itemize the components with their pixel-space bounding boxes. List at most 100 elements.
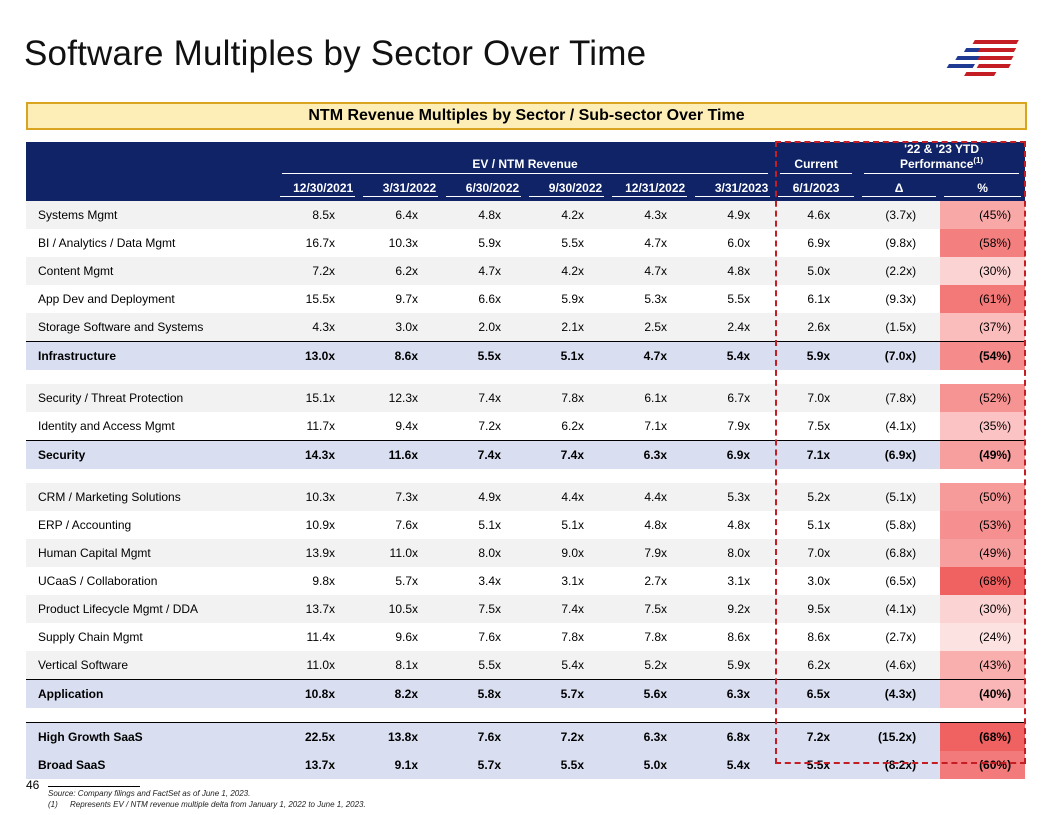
col-date-1: 12/30/2021 [279, 181, 356, 197]
table-row: Product Lifecycle Mgmt / DDA 13.7x 10.5x 7.… [26, 595, 1026, 623]
multiple-cell: 4.7x [644, 236, 667, 250]
pct-change-cell: (49%) [940, 440, 1026, 469]
multiple-cell: 5.8x [442, 679, 525, 708]
multiple-cell: 2.0x [442, 313, 525, 342]
multiple-cell: 4.8x [644, 518, 667, 532]
current-multiple-cell: 9.5x [774, 595, 859, 623]
header-ev-ntm-revenue: EV / NTM Revenue [282, 157, 769, 174]
multiple-cell: 4.9x [691, 201, 775, 229]
multiple-cell: 5.9x [478, 236, 501, 250]
total-row: High Growth SaaS 22.5x 13.8x 7.6x 7.2x 6.3x 6.… [26, 722, 1026, 751]
multiple-cell: 3.1x [561, 574, 584, 588]
multiple-cell: 11.7x [306, 419, 335, 433]
table-row: Security / Threat Protection 15.1x 12.3x 7.… [26, 384, 1026, 412]
multiple-cell: 7.4x [442, 440, 525, 469]
multiple-cell: 15.5x [305, 292, 335, 306]
spacer-row [26, 469, 1026, 483]
current-multiple-cell: 5.1x [807, 518, 831, 532]
multiple-cell: 5.4x [691, 341, 775, 370]
delta-cell: (15.2x) [858, 722, 941, 751]
current-multiple-cell: 6.2x [774, 651, 859, 680]
footnote-source: Source: Company filings and FactSet as o… [48, 789, 251, 798]
multiple-cell: 5.1x [478, 518, 501, 532]
multiple-cell: 9.2x [691, 595, 775, 623]
row-label: Storage Software and Systems [26, 313, 276, 342]
total-row: Application 10.8x 8.2x 5.8x 5.7x 5.6x 6.3x 6.5x… [26, 679, 1026, 708]
row-label: Content Mgmt [26, 257, 276, 285]
multiple-cell: 8.0x [691, 539, 775, 567]
header-current: Current [780, 157, 853, 174]
current-multiple-cell: 5.0x [774, 257, 859, 285]
current-multiple-cell: 7.0x [774, 384, 859, 412]
multiple-cell: 22.5x [276, 722, 359, 751]
footnote-1: (1) Represents EV / NTM revenue multiple … [48, 800, 366, 809]
delta-cell: (3.7x) [858, 201, 941, 229]
multiple-cell: 7.4x [442, 384, 525, 412]
table-body: Systems Mgmt 8.5x 6.4x 4.8x 4.2x 4.3x 4.9x 4.6x… [26, 201, 1026, 779]
multiple-cell: 15.1x [276, 384, 359, 412]
multiple-cell: 11.4x [306, 630, 335, 644]
multiple-cell: 11.0x [359, 539, 442, 567]
pct-change-cell: (52%) [940, 384, 1026, 412]
multiple-cell: 10.3x [388, 236, 418, 250]
delta-cell: (6.8x) [858, 539, 941, 567]
current-multiple-cell: 3.0x [807, 574, 831, 588]
multiple-cell: 4.2x [525, 257, 608, 285]
current-multiple-cell: 5.2x [774, 483, 859, 511]
multiple-cell: 4.2x [525, 201, 608, 229]
multiple-cell: 13.7x [276, 595, 359, 623]
row-label: Human Capital Mgmt [26, 539, 276, 567]
col-date-3: 6/30/2022 [445, 181, 522, 197]
multiple-cell: 16.7x [305, 236, 335, 250]
current-multiple-cell: 7.2x [774, 722, 859, 751]
multiple-cell: 7.6x [478, 630, 501, 644]
table-row: BI / Analytics / Data Mgmt 16.7x 10.3x 5.9x… [26, 229, 1026, 257]
page-title: Software Multiples by Sector Over Time [24, 34, 647, 73]
header-group-row: EV / NTM Revenue Current '22 & '23 YTD P… [26, 142, 1026, 176]
multiple-cell: 14.3x [276, 440, 359, 469]
pct-change-cell: (49%) [940, 539, 1026, 567]
multiple-cell: 9.7x [395, 292, 418, 306]
row-label: Application [26, 679, 276, 708]
table-row: ERP / Accounting 10.9x 7.6x 5.1x 5.1x 4.8x 4.8… [26, 511, 1026, 539]
multiple-cell: 5.3x [691, 483, 775, 511]
row-label: Broad SaaS [26, 751, 276, 779]
multiple-cell: 2.1x [525, 313, 608, 342]
pct-change-cell: (24%) [940, 623, 1026, 651]
multiple-cell: 9.1x [359, 751, 442, 779]
multiple-cell: 12.3x [359, 384, 442, 412]
table-row: UCaaS / Collaboration 9.8x 5.7x 3.4x 3.1x 2.7… [26, 567, 1026, 595]
multiple-cell: 6.1x [608, 384, 691, 412]
total-row: Security 14.3x 11.6x 7.4x 7.4x 6.3x 6.9x 7.1x (6… [26, 440, 1026, 469]
current-multiple-cell: 7.0x [774, 539, 859, 567]
multiple-cell: 4.8x [727, 518, 751, 532]
col-date-4: 9/30/2022 [528, 181, 605, 197]
page-number: 46 [26, 778, 40, 792]
current-multiple-cell: 7.5x [807, 419, 831, 433]
multiple-cell: 5.7x [525, 679, 608, 708]
table-banner: NTM Revenue Multiples by Sector / Sub-se… [26, 102, 1027, 130]
col-delta: Δ [861, 181, 937, 197]
delta-cell: (9.8x) [885, 236, 917, 250]
multiple-cell: 8.1x [359, 651, 442, 680]
spacer-row [26, 370, 1026, 384]
pct-change-cell: (30%) [940, 595, 1026, 623]
multiple-cell: 10.5x [359, 595, 442, 623]
delta-cell: (7.8x) [858, 384, 941, 412]
table-row: Vertical Software 11.0x 8.1x 5.5x 5.4x 5.2x 5.… [26, 651, 1026, 680]
multiple-cell: 7.6x [395, 518, 418, 532]
pct-change-cell: (61%) [940, 285, 1026, 313]
multiple-cell: 5.5x [442, 341, 525, 370]
pct-change-cell: (60%) [940, 751, 1026, 779]
row-label: Vertical Software [26, 651, 276, 680]
multiple-cell: 11.0x [276, 651, 359, 680]
multiple-cell: 7.4x [525, 440, 608, 469]
table-row: Content Mgmt 7.2x 6.2x 4.7x 4.2x 4.7x 4.8x 5.0x… [26, 257, 1026, 285]
row-label: ERP / Accounting [38, 518, 132, 532]
col-date-2: 3/31/2022 [362, 181, 439, 197]
spacer-row [26, 708, 1026, 723]
multiple-cell: 7.8x [525, 384, 608, 412]
multiple-cell: 3.1x [727, 574, 751, 588]
multiple-cell: 7.5x [608, 595, 691, 623]
multiple-cell: 5.4x [691, 751, 775, 779]
